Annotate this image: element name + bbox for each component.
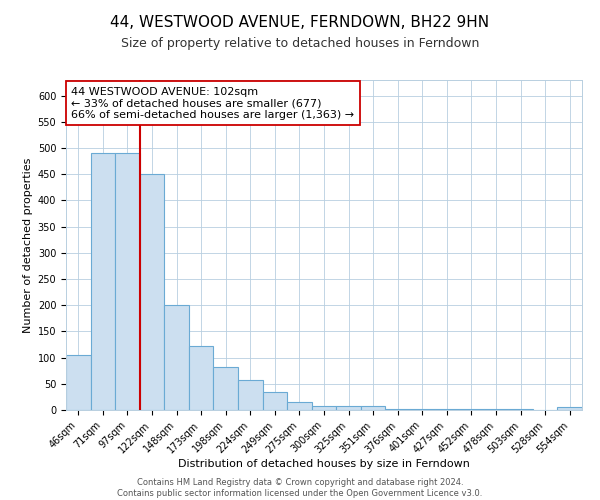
Text: Size of property relative to detached houses in Ferndown: Size of property relative to detached ho… [121,38,479,51]
Bar [214,366,238,410]
Bar [459,409,484,410]
Bar [312,406,336,410]
Bar [361,406,385,410]
Bar [91,154,115,410]
Text: 44 WESTWOOD AVENUE: 102sqm
← 33% of detached houses are smaller (677)
66% of sem: 44 WESTWOOD AVENUE: 102sqm ← 33% of deta… [71,86,354,120]
Bar [238,380,263,410]
X-axis label: Distribution of detached houses by size in Ferndown: Distribution of detached houses by size … [178,459,470,469]
Bar [410,409,434,410]
Text: Contains HM Land Registry data © Crown copyright and database right 2024.
Contai: Contains HM Land Registry data © Crown c… [118,478,482,498]
Bar [115,154,140,410]
Y-axis label: Number of detached properties: Number of detached properties [23,158,34,332]
Bar [66,355,91,410]
Bar [557,408,582,410]
Bar [484,409,508,410]
Bar [336,406,361,410]
Bar [263,392,287,410]
Bar [508,409,533,410]
Bar [164,305,189,410]
Bar [189,346,214,410]
Bar [287,402,312,410]
Text: 44, WESTWOOD AVENUE, FERNDOWN, BH22 9HN: 44, WESTWOOD AVENUE, FERNDOWN, BH22 9HN [110,15,490,30]
Bar [385,409,410,410]
Bar [434,409,459,410]
Bar [140,174,164,410]
